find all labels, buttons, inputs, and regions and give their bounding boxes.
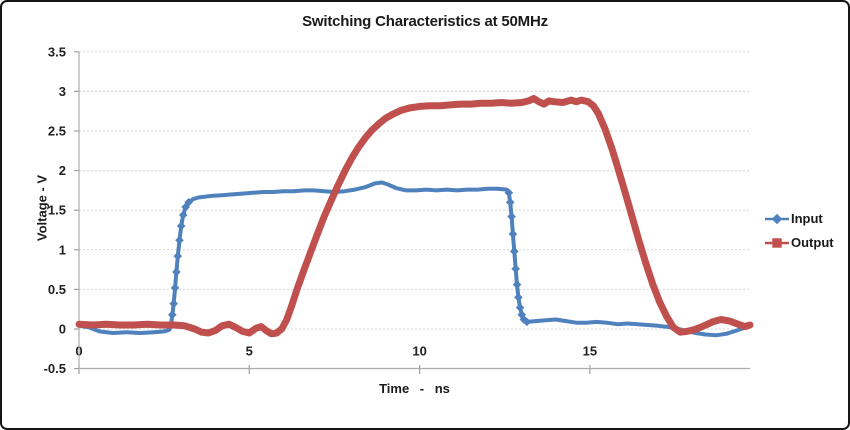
data-point-marker <box>175 235 184 245</box>
x-axis-title: Time - ns <box>379 381 450 396</box>
data-point-marker <box>184 197 193 207</box>
data-point-marker <box>176 221 186 231</box>
y-tick-label: 2.5 <box>48 124 66 139</box>
data-point-marker <box>509 247 519 256</box>
y-tick-label: 3.5 <box>48 44 66 59</box>
y-tick-label: 0.5 <box>48 282 66 297</box>
data-point-marker <box>178 210 188 220</box>
series-input-line <box>77 180 752 338</box>
data-point-marker <box>169 299 178 308</box>
data-point-marker <box>522 317 532 327</box>
y-tick-label: 3 <box>59 84 66 99</box>
data-point-marker <box>507 212 516 221</box>
data-point-marker <box>504 188 514 198</box>
series-output-line <box>75 95 754 338</box>
data-point-marker <box>514 293 523 302</box>
y-tick-label: 1.5 <box>48 203 66 218</box>
data-point-marker <box>511 264 520 274</box>
x-tick-label: 15 <box>583 344 597 359</box>
legend: Input Output <box>764 211 834 250</box>
data-point-marker <box>505 197 515 207</box>
data-point-marker <box>515 303 525 312</box>
data-point-marker <box>168 310 177 320</box>
output-series-square-icon <box>765 237 789 248</box>
axis-lines <box>78 51 750 374</box>
data-point-marker <box>173 251 183 261</box>
x-tick-label: 5 <box>246 344 253 359</box>
legend-item-output[interactable]: Output <box>764 235 834 250</box>
gridlines <box>79 51 750 370</box>
legend-label-output: Output <box>791 235 834 250</box>
series-input-markers <box>166 188 532 330</box>
chart-title: Switching Characteristics at 50MHz <box>302 13 548 30</box>
data-point-marker <box>172 267 181 277</box>
data-point-marker <box>517 310 527 320</box>
data-point-marker <box>170 283 180 293</box>
data-point-marker <box>512 280 522 289</box>
data-point-marker <box>508 229 518 239</box>
input-series-diamond-icon <box>765 213 789 224</box>
y-tick-label: 1 <box>59 242 66 257</box>
y-tick-label: 0 <box>59 322 66 337</box>
legend-item-input[interactable]: Input <box>764 211 834 226</box>
x-tick-label: 10 <box>412 344 426 359</box>
legend-label-input: Input <box>791 211 823 226</box>
y-tick-label: 2 <box>59 163 66 178</box>
y-tick-label: -0.5 <box>44 361 66 376</box>
